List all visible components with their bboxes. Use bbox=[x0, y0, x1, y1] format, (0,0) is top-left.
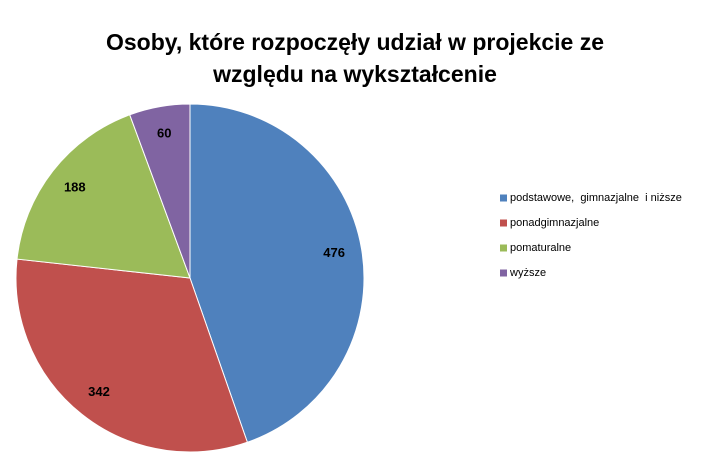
pie-slice bbox=[189, 103, 365, 443]
legend-swatch bbox=[500, 194, 507, 202]
pie-slice bbox=[16, 114, 191, 279]
value-label: 60 bbox=[157, 126, 171, 141]
value-label: 188 bbox=[64, 179, 86, 194]
legend-label: podstawowe, gimnazjalne i niższe bbox=[510, 192, 682, 204]
legend-swatch bbox=[500, 244, 507, 252]
legend-label: wyższe bbox=[509, 267, 546, 279]
value-label: 342 bbox=[88, 384, 110, 399]
chart-title: względu na wykształcenie bbox=[212, 61, 497, 87]
legend-swatch bbox=[500, 219, 507, 227]
legend-swatch bbox=[500, 269, 507, 277]
pie-slice bbox=[129, 103, 191, 279]
value-label: 476 bbox=[323, 245, 345, 260]
legend-label: ponadgimnazjalne bbox=[510, 217, 599, 229]
pie-slice bbox=[15, 258, 249, 453]
legend-label: pomaturalne bbox=[510, 242, 571, 254]
chart-title: Osoby, które rozpoczęły udział w projekc… bbox=[106, 29, 604, 55]
